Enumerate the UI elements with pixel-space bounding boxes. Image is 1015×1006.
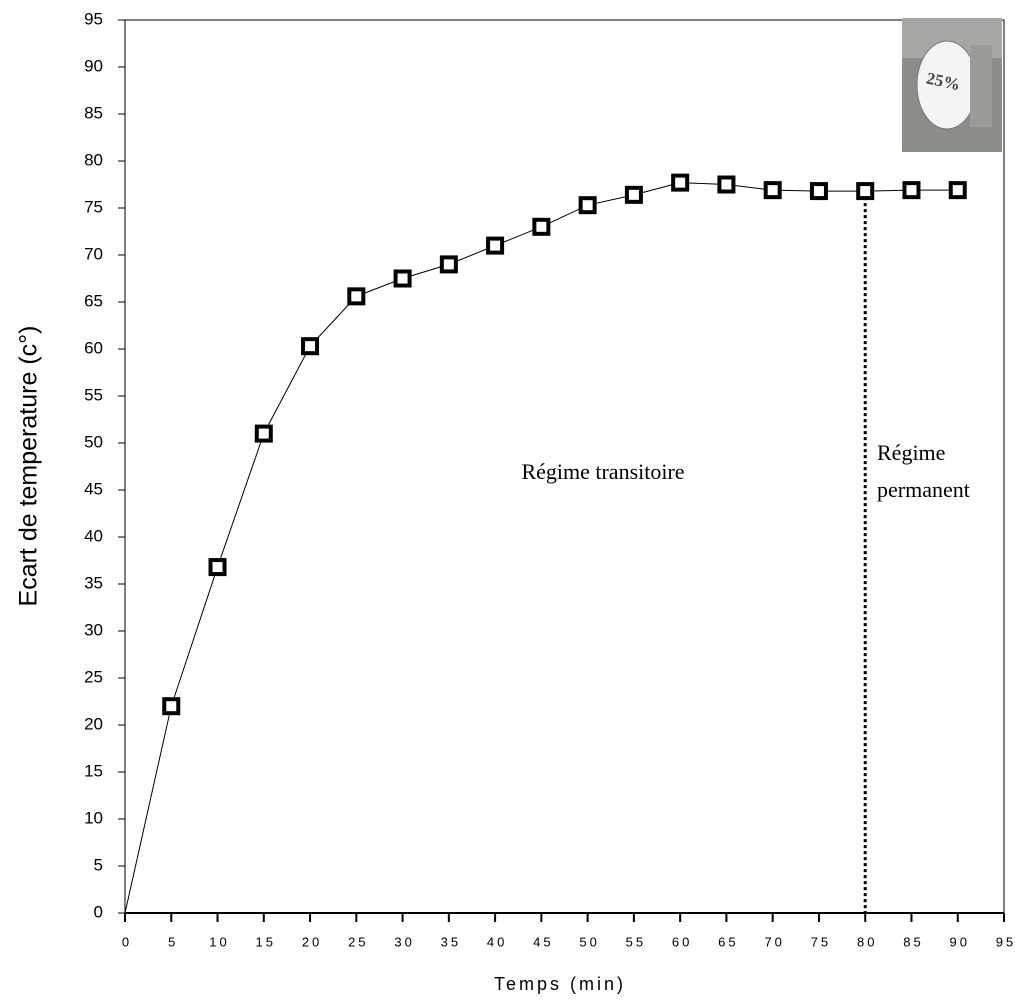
y-tick-label: 45 <box>84 479 103 498</box>
data-point <box>486 236 505 255</box>
data-point <box>671 173 690 192</box>
y-tick-label: 75 <box>84 197 103 216</box>
data-point <box>902 181 921 200</box>
x-tick-label: 55 <box>626 934 646 949</box>
data-point <box>393 269 412 288</box>
x-tick-label: 40 <box>487 934 507 949</box>
x-axis-label: Temps (min) <box>494 974 626 994</box>
data-point <box>578 196 597 215</box>
y-tick-label: 0 <box>94 902 103 921</box>
x-tick-label: 25 <box>348 934 368 949</box>
x-tick-label: 65 <box>718 934 738 949</box>
y-tick-label: 90 <box>84 56 103 75</box>
y-tick-label: 35 <box>84 573 103 592</box>
data-point <box>763 181 782 200</box>
y-tick-label: 55 <box>84 385 103 404</box>
data-point <box>856 182 875 201</box>
data-line <box>124 182 958 914</box>
y-tick-label: 30 <box>84 620 103 639</box>
y-tick-label: 15 <box>84 761 103 780</box>
x-tick-label: 95 <box>996 934 1015 949</box>
annotation: Régime <box>877 440 945 465</box>
x-tick-label: 35 <box>441 934 461 949</box>
y-tick-label: 25 <box>84 667 103 686</box>
inset-photo: 25% <box>902 18 1002 152</box>
data-point <box>162 697 181 716</box>
y-axis-label: Ecart de temperature (c°) <box>15 326 43 607</box>
data-point <box>624 185 643 204</box>
y-tick-label: 20 <box>84 714 103 733</box>
x-tick-label: 5 <box>168 934 178 949</box>
x-tick-label: 60 <box>672 934 692 949</box>
data-point <box>532 217 551 236</box>
x-tick-label: 80 <box>857 934 877 949</box>
y-tick-label: 85 <box>84 103 103 122</box>
x-tick-label: 30 <box>394 934 414 949</box>
x-tick-label: 70 <box>764 934 784 949</box>
data-point <box>948 181 967 200</box>
data-point <box>717 175 736 194</box>
y-tick-label: 80 <box>84 150 103 169</box>
y-tick-label: 50 <box>84 432 103 451</box>
annotation: permanent <box>877 477 970 502</box>
x-tick-label: 50 <box>579 934 599 949</box>
y-tick-label: 95 <box>84 9 103 28</box>
data-point <box>809 182 828 201</box>
x-tick-label: 15 <box>256 934 276 949</box>
x-tick-label: 75 <box>811 934 831 949</box>
y-tick-label: 70 <box>84 244 103 263</box>
y-tick-label: 5 <box>94 855 103 874</box>
y-tick-label: 65 <box>84 291 103 310</box>
x-tick-label: 90 <box>950 934 970 949</box>
x-tick-label: 0 <box>122 934 132 949</box>
data-point <box>439 255 458 274</box>
annotation: Régime transitoire <box>521 459 684 484</box>
y-tick-label: 40 <box>84 526 103 545</box>
x-tick-label: 20 <box>302 934 322 949</box>
data-point <box>301 337 320 356</box>
y-tick-label: 60 <box>84 338 103 357</box>
data-point <box>208 558 227 577</box>
y-tick-label: 10 <box>84 808 103 827</box>
x-tick-label: 45 <box>533 934 553 949</box>
x-tick-label: 85 <box>903 934 923 949</box>
data-point <box>347 287 366 306</box>
data-point <box>254 424 273 443</box>
x-tick-label: 10 <box>209 934 229 949</box>
